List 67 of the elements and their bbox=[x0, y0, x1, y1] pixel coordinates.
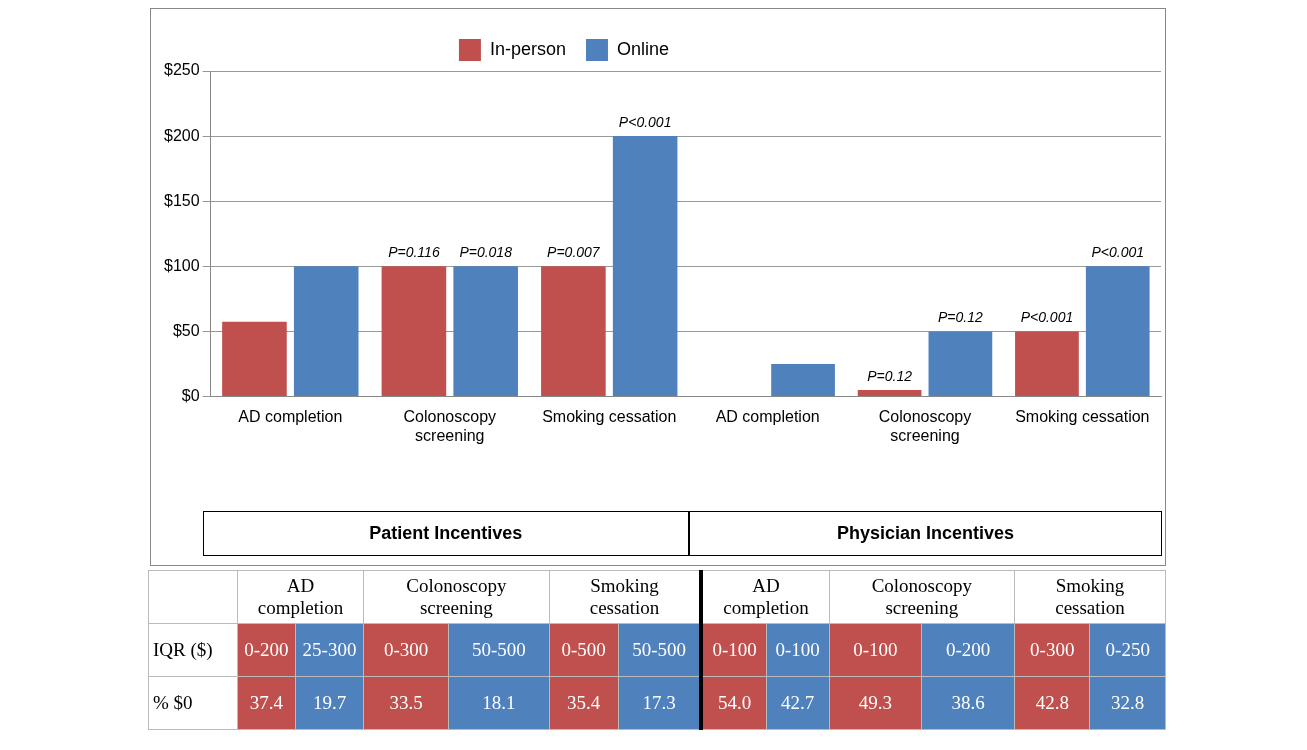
text: 19.7 bbox=[295, 676, 364, 730]
text: 25-300 bbox=[295, 623, 364, 677]
y-tick-label: $100 bbox=[164, 256, 200, 274]
text: AD completion bbox=[701, 570, 830, 624]
annotation: P<0.001 bbox=[1020, 309, 1074, 326]
annotation: P=0.116 bbox=[388, 244, 440, 261]
text: 17.3 bbox=[618, 676, 702, 730]
x-tick-label: AD completion bbox=[238, 407, 343, 425]
text: 0-300 bbox=[363, 623, 449, 677]
y-tick-label: $150 bbox=[164, 191, 200, 209]
x-tick-label: Colonoscopy screening bbox=[878, 407, 972, 444]
text: 50-500 bbox=[618, 623, 702, 677]
text: 50-500 bbox=[448, 623, 550, 677]
text: Colonoscopy screening bbox=[363, 570, 550, 624]
text: % $0 bbox=[148, 676, 238, 730]
annotation: P=0.018 bbox=[459, 244, 513, 261]
legend-label: Online bbox=[616, 38, 669, 59]
text: 54.0 bbox=[701, 676, 767, 730]
y-tick-label: $0 bbox=[181, 387, 200, 405]
annotation: P<0.001 bbox=[1091, 244, 1145, 261]
bar bbox=[293, 266, 359, 397]
text: Smoking cessation bbox=[1014, 570, 1166, 624]
annotation: P=0.007 bbox=[547, 244, 601, 261]
text: Physician Incentives bbox=[689, 511, 1162, 556]
text: AD completion bbox=[237, 570, 364, 624]
text: IQR ($) bbox=[148, 623, 238, 677]
text: 42.8 bbox=[1014, 676, 1090, 730]
bar bbox=[541, 266, 606, 397]
y-tick-label: $200 bbox=[164, 126, 200, 144]
annotation: P=0.12 bbox=[938, 309, 983, 326]
text: Colonoscopy screening bbox=[829, 570, 1015, 624]
text: 0-200 bbox=[921, 623, 1015, 677]
text: 0-500 bbox=[549, 623, 619, 677]
x-tick-label: Colonoscopy screening bbox=[403, 407, 497, 444]
text: 37.4 bbox=[237, 676, 296, 730]
annotation: P=0.12 bbox=[867, 367, 913, 384]
text: 0-100 bbox=[766, 623, 830, 677]
y-tick-label: $50 bbox=[172, 321, 200, 339]
text: Patient Incentives bbox=[202, 511, 689, 556]
bar bbox=[928, 331, 993, 397]
bar bbox=[612, 136, 678, 397]
bar bbox=[222, 321, 287, 397]
text: 0-300 bbox=[1014, 623, 1090, 677]
text: 38.6 bbox=[921, 676, 1015, 730]
text: 0-200 bbox=[237, 623, 296, 677]
text: 32.8 bbox=[1089, 676, 1166, 730]
annotation: P<0.001 bbox=[618, 114, 672, 131]
y-tick-label: $250 bbox=[164, 61, 200, 79]
x-tick-label: Smoking cessation bbox=[542, 407, 677, 425]
x-tick-label: Smoking cessation bbox=[1015, 407, 1150, 425]
legend-label: In-person bbox=[489, 38, 566, 59]
bar bbox=[453, 266, 518, 397]
text: Smoking cessation bbox=[549, 570, 702, 624]
text: 49.3 bbox=[829, 676, 922, 730]
bar bbox=[1085, 266, 1150, 397]
text: 0-250 bbox=[1089, 623, 1166, 677]
text: 0-100 bbox=[701, 623, 767, 677]
bar bbox=[1015, 331, 1079, 397]
bar bbox=[771, 364, 835, 397]
text: 18.1 bbox=[448, 676, 550, 730]
bar bbox=[857, 390, 922, 397]
bar bbox=[381, 266, 447, 397]
text: 35.4 bbox=[549, 676, 619, 730]
x-tick-label: AD completion bbox=[715, 407, 820, 425]
text: 42.7 bbox=[766, 676, 830, 730]
text: 0-100 bbox=[829, 623, 922, 677]
text: 33.5 bbox=[363, 676, 449, 730]
